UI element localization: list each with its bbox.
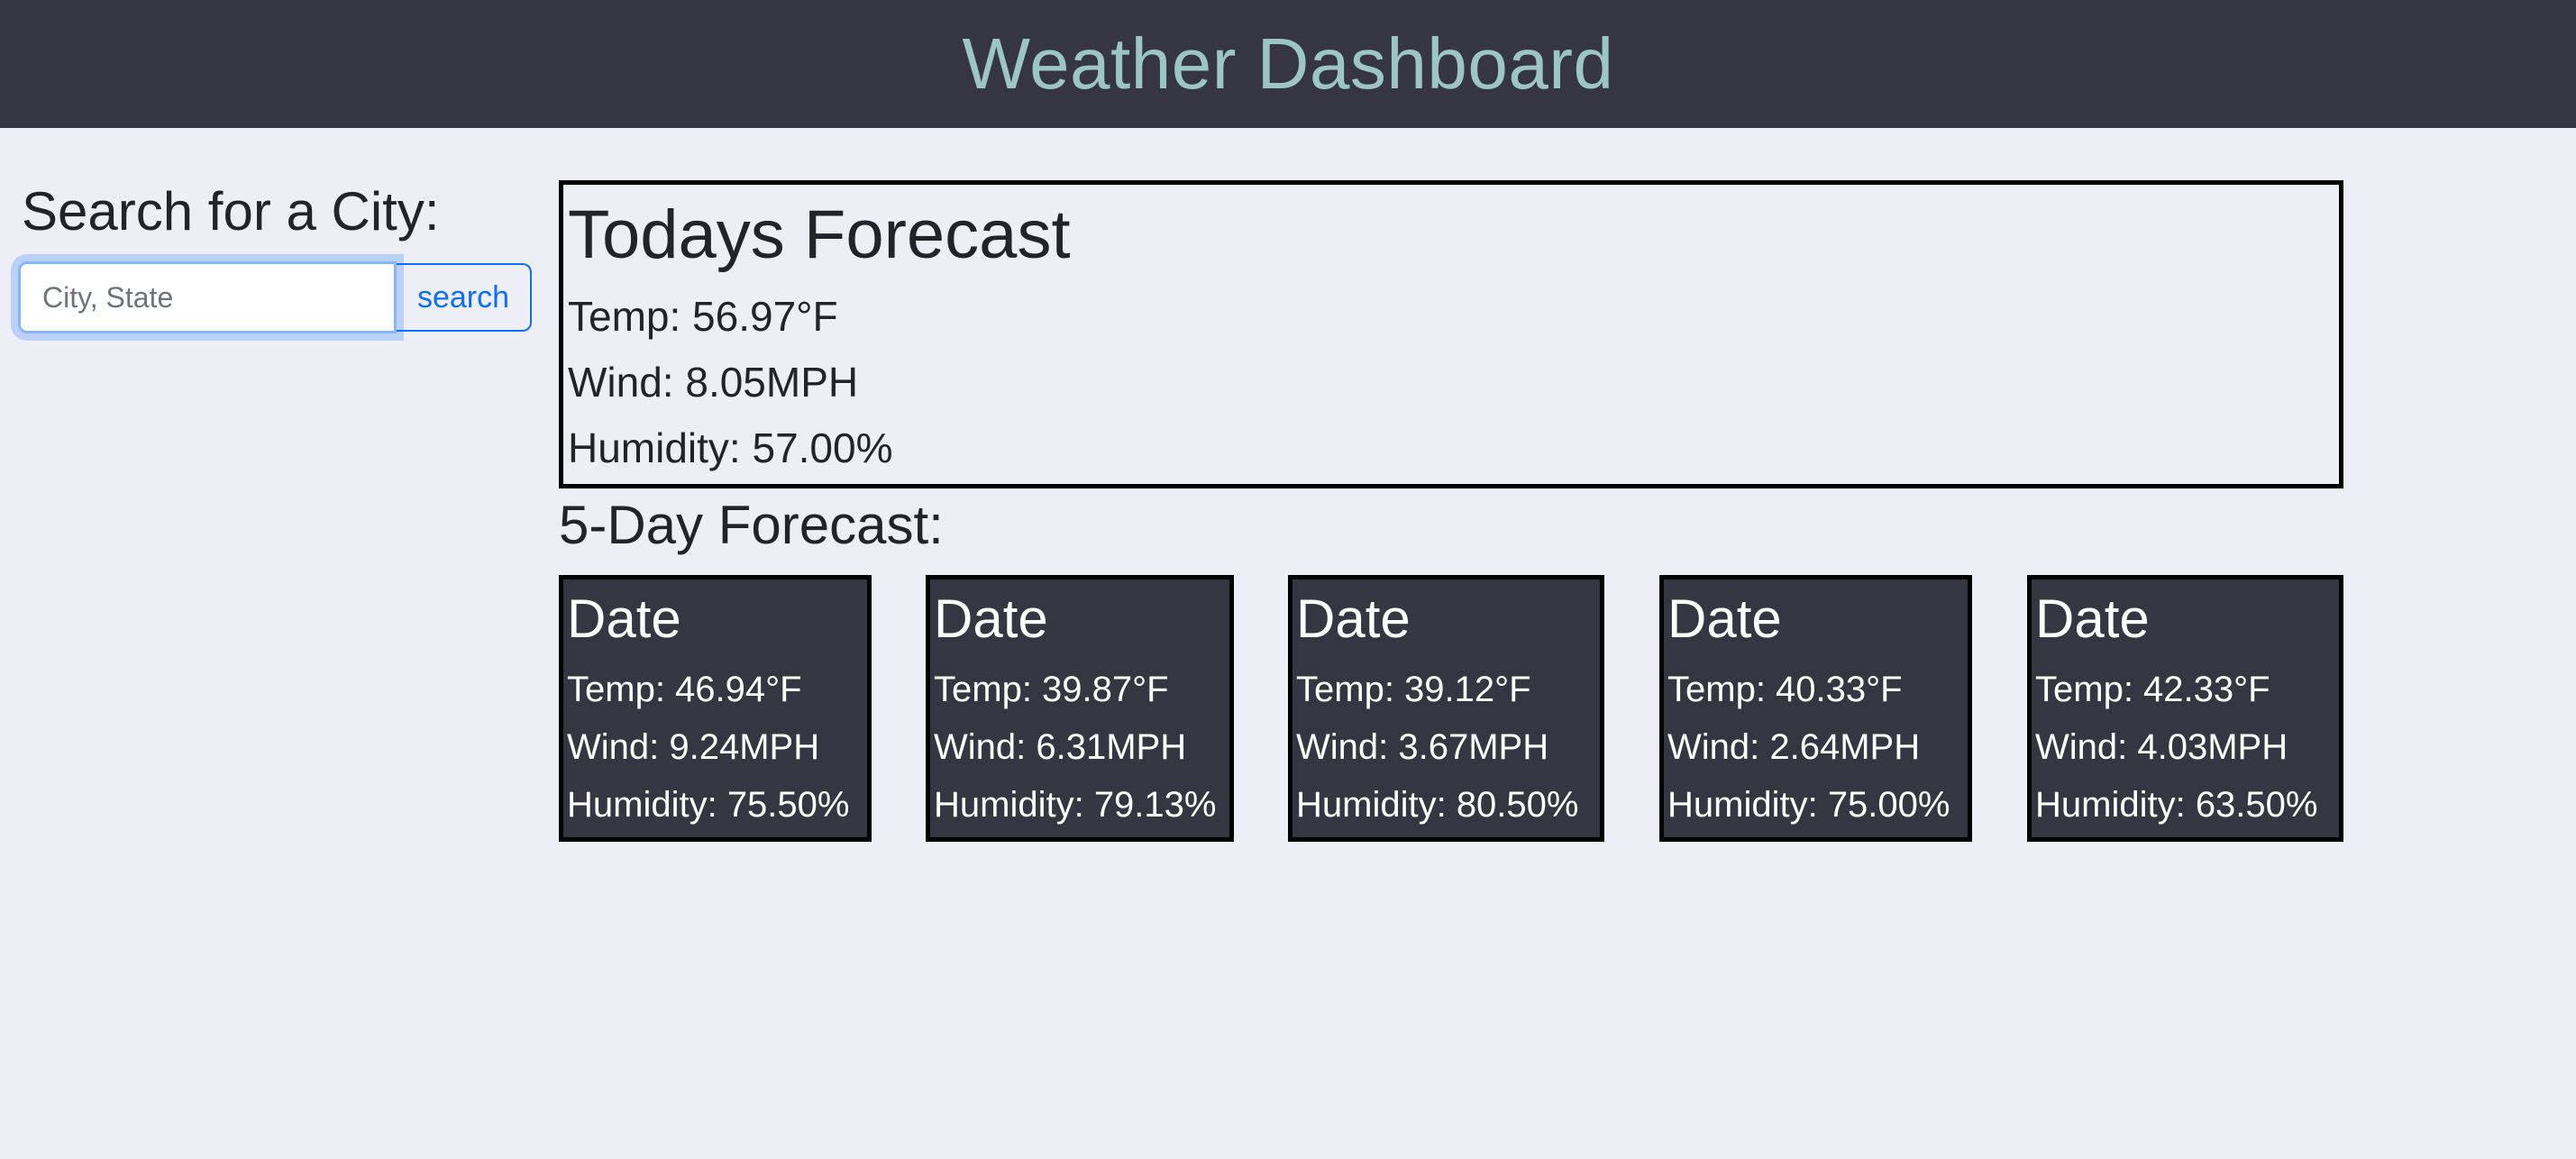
- five-day-forecast-title: 5-Day Forecast:: [559, 495, 944, 555]
- forecast-temp: Temp: 40.33°F: [1667, 670, 1903, 709]
- today-forecast-title: Todays Forecast: [568, 196, 1071, 273]
- forecast-humidity: Humidity: 79.13%: [934, 785, 1217, 825]
- forecast-date: Date: [567, 589, 681, 649]
- forecast-card-day-5: Date Temp: 42.33°F Wind: 4.03MPH Humidit…: [2027, 575, 2343, 842]
- forecast-wind: Wind: 3.67MPH: [1296, 727, 1549, 767]
- forecast-date: Date: [1667, 589, 1782, 649]
- page-title: Weather Dashboard: [962, 23, 1614, 104]
- search-button[interactable]: search: [397, 263, 532, 332]
- today-humidity: Humidity: 57.00%: [568, 424, 893, 471]
- forecast-card-day-1: Date Temp: 46.94°F Wind: 9.24MPH Humidit…: [559, 575, 872, 842]
- forecast-wind: Wind: 6.31MPH: [934, 727, 1187, 767]
- today-temp: Temp: 56.97°F: [568, 293, 838, 340]
- app-header: Weather Dashboard: [0, 0, 2576, 128]
- forecast-date: Date: [1296, 589, 1411, 649]
- forecast-wind: Wind: 9.24MPH: [567, 727, 820, 767]
- forecast-date: Date: [934, 589, 1048, 649]
- forecast-card-day-3: Date Temp: 39.12°F Wind: 3.67MPH Humidit…: [1288, 575, 1604, 842]
- city-search-input[interactable]: [18, 261, 397, 333]
- forecast-card-day-2: Date Temp: 39.87°F Wind: 6.31MPH Humidit…: [926, 575, 1234, 842]
- search-title: Search for a City:: [22, 181, 440, 242]
- forecast-humidity: Humidity: 75.50%: [567, 785, 850, 825]
- forecast-date: Date: [2035, 589, 2150, 649]
- forecast-temp: Temp: 39.87°F: [934, 670, 1169, 709]
- forecast-card-day-4: Date Temp: 40.33°F Wind: 2.64MPH Humidit…: [1659, 575, 1972, 842]
- forecast-wind: Wind: 2.64MPH: [1667, 727, 1921, 767]
- today-wind: Wind: 8.05MPH: [568, 359, 859, 406]
- forecast-humidity: Humidity: 63.50%: [2035, 785, 2318, 825]
- today-forecast-panel: Todays Forecast Temp: 56.97°F Wind: 8.05…: [559, 180, 2343, 488]
- forecast-humidity: Humidity: 75.00%: [1667, 785, 1950, 825]
- search-form: search: [18, 261, 532, 333]
- forecast-temp: Temp: 39.12°F: [1296, 670, 1531, 709]
- forecast-temp: Temp: 42.33°F: [2035, 670, 2270, 709]
- forecast-temp: Temp: 46.94°F: [567, 670, 802, 709]
- forecast-wind: Wind: 4.03MPH: [2035, 727, 2288, 767]
- forecast-humidity: Humidity: 80.50%: [1296, 785, 1579, 825]
